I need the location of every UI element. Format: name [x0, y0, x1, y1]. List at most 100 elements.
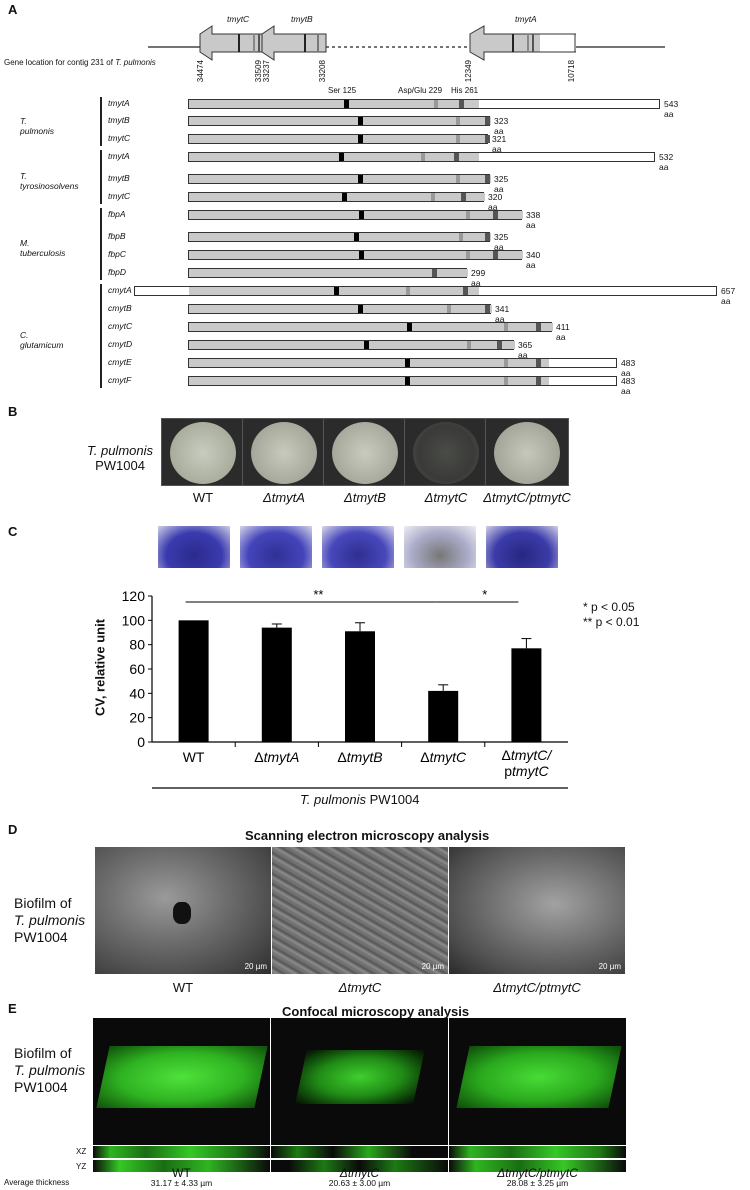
scale-bar-label: 20 µm [421, 962, 444, 971]
organism-group-bracket [100, 284, 102, 388]
yz-label: YZ [76, 1162, 87, 1171]
asp-glu-motif [456, 135, 460, 143]
protein-length: 325 aa [494, 232, 509, 252]
asp-glu-motif [434, 100, 438, 108]
his-motif [459, 100, 464, 108]
asp-glu-motif [456, 117, 460, 125]
significance-legend-2: ** p < 0.01 [583, 615, 640, 629]
asp-glu-motif [504, 359, 508, 367]
plate-label: WT [192, 490, 214, 505]
contig-gene-label: tmytC [227, 14, 250, 24]
protein-length: 532 aa [659, 152, 674, 172]
bar [511, 648, 542, 742]
sem-image-label: ΔtmytC/ptmytC [493, 980, 581, 995]
plate-label: ΔtmytC/ptmytC [483, 490, 571, 505]
ser-motif [405, 359, 410, 367]
contig-gene-label: tmytA [515, 14, 537, 24]
protein-domain-bar [134, 286, 717, 296]
plate-image-tmytb [323, 418, 407, 486]
y-tick-label: 80 [129, 637, 145, 653]
protein-gene-name: tmytB [108, 173, 130, 183]
asp-glu-motif [466, 251, 470, 259]
cv-well-image-tmyta [240, 526, 312, 568]
asp-glu-motif [504, 323, 508, 331]
protein-gene-name: cmytA [108, 285, 132, 295]
protein-length: 483 aa [621, 376, 636, 396]
protein-length: 365 aa [518, 340, 533, 360]
protein-conserved-region [189, 100, 479, 108]
domain-label-ser: Ser 125 [328, 86, 357, 95]
protein-domain-bar [188, 152, 655, 162]
organism-label: C. glutamicum [20, 330, 64, 350]
x-tick-label: ΔtmytC [420, 749, 467, 765]
significance-legend-1: * p < 0.05 [583, 600, 635, 614]
his-motif [454, 153, 459, 161]
protein-conserved-region [189, 117, 491, 125]
protein-gene-name: cmytC [108, 321, 133, 331]
plate-image-tmyta [242, 418, 326, 486]
bar [428, 690, 459, 742]
plate-label: ΔtmytA [263, 490, 305, 505]
his-motif [536, 359, 541, 367]
sem-image-label: WT [172, 980, 194, 995]
scale-bar-label: 20 µm [598, 962, 621, 971]
asp-glu-motif [504, 377, 508, 385]
confocal-3d-image-wt [93, 1018, 270, 1145]
protein-domain-bar [188, 174, 491, 184]
asp-glu-motif [421, 153, 425, 161]
protein-domain-bar [188, 304, 492, 314]
protein-length: 320 aa [488, 192, 503, 212]
protein-gene-name: cmytB [108, 303, 132, 313]
his-motif [493, 211, 498, 219]
organism-group-bracket [100, 150, 102, 204]
protein-conserved-region [189, 211, 523, 219]
protein-conserved-region [189, 135, 489, 143]
ser-motif [358, 175, 363, 183]
panel-e-side-label: Biofilm of T. pulmonis PW1004 [14, 1045, 86, 1095]
ser-motif [358, 305, 363, 313]
ser-motif [407, 323, 412, 331]
confocal-image-label: ΔtmytC/ptmytC [497, 1166, 578, 1180]
protein-domain-bar [188, 134, 490, 144]
cv-well-image-wt [158, 526, 230, 568]
his-motif [536, 323, 541, 331]
ser-motif [358, 135, 363, 143]
protein-conserved-region [189, 233, 491, 241]
scale-bar-label: 20 µm [244, 962, 267, 971]
organism-group-bracket [100, 208, 102, 280]
panel-a-label: A [8, 2, 18, 17]
panel-b-strain-label: T. pulmonis PW1004 [87, 443, 153, 473]
his-motif [461, 193, 466, 201]
protein-length: 338 aa [526, 210, 541, 230]
contig-gene-map [148, 25, 665, 61]
confocal-xz-tmytc [271, 1146, 448, 1158]
plate-label: ΔtmytB [344, 490, 386, 505]
asp-glu-motif [406, 287, 410, 295]
his-motif [493, 251, 498, 259]
asp-glu-motif [467, 341, 471, 349]
protein-domain-bar [188, 340, 515, 350]
significance-marker: ** [313, 587, 323, 602]
panel-d-side-label: Biofilm of T. pulmonis PW1004 [14, 895, 86, 945]
protein-conserved-region [189, 341, 515, 349]
protein-gene-name: cmytF [108, 375, 132, 385]
protein-domain-bar [188, 268, 468, 278]
protein-length: 543 aa [664, 99, 679, 119]
bar [261, 627, 292, 742]
confocal-yz-tmytc-complemented [449, 1160, 626, 1172]
organism-label: T. pulmonis [20, 115, 55, 136]
protein-conserved-region [189, 377, 549, 385]
protein-domain-bar [188, 322, 553, 332]
protein-domain-bar [188, 358, 617, 368]
thickness-value: 28.08 ± 3.25 µm [506, 1178, 569, 1188]
organism-label: T. tyrosinosolvens [20, 171, 79, 191]
protein-domain-bar [188, 192, 485, 202]
xz-label: XZ [76, 1147, 87, 1156]
protein-conserved-region [189, 359, 549, 367]
coordinate-label: 34474 [196, 60, 205, 83]
x-tick-label: ΔtmytA [254, 749, 299, 765]
ser-motif [354, 233, 359, 241]
protein-length: 299 aa [471, 268, 486, 288]
protein-conserved-region [189, 305, 492, 313]
domain-label-asp: Asp/Glu 229 [398, 86, 443, 95]
